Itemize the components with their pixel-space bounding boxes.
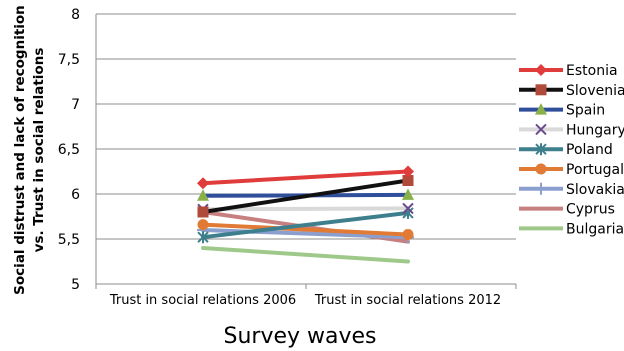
legend-item-cyprus: Cyprus bbox=[519, 202, 615, 218]
legend-marker bbox=[535, 84, 547, 96]
series-line bbox=[201, 178, 410, 214]
legend-label: Estonia bbox=[566, 63, 618, 79]
y-tick-label: 7 bbox=[71, 97, 80, 113]
x-category-labels: Trust in social relations 2006 Trust in s… bbox=[109, 293, 501, 308]
data-point bbox=[402, 188, 414, 200]
series-line bbox=[201, 206, 410, 212]
legend-label: Portugal bbox=[566, 162, 624, 178]
legend-label: Poland bbox=[566, 142, 613, 158]
legend-item-spain: Spain bbox=[519, 103, 605, 119]
legend-label: Spain bbox=[566, 103, 605, 119]
series-slovenia bbox=[197, 175, 414, 218]
data-point bbox=[402, 229, 414, 240]
series-line bbox=[201, 210, 410, 240]
y-tick-label: 6 bbox=[71, 187, 80, 203]
legend-item-portugal: Portugal bbox=[519, 162, 624, 178]
series-portugal bbox=[197, 219, 414, 240]
x-category-label: Trust in social relations 2006 bbox=[109, 293, 296, 308]
legend-item-estonia: Estonia bbox=[519, 63, 618, 79]
data-point bbox=[197, 219, 209, 231]
y-tick-label: 6,5 bbox=[58, 142, 80, 158]
legend: Estonia Slovenia Spain Hungary Poland Portuga… bbox=[519, 63, 624, 237]
legend-marker bbox=[535, 103, 547, 115]
series-line bbox=[201, 169, 410, 186]
legend-label: Slovakia bbox=[566, 182, 624, 198]
legend-label: Cyprus bbox=[566, 202, 615, 218]
data-point bbox=[402, 175, 414, 186]
legend-marker bbox=[535, 143, 547, 156]
y-tick-labels: 5 5,5 6 6,5 7 7,5 8 bbox=[58, 7, 80, 293]
series-poland bbox=[197, 206, 414, 244]
legend-label: Slovenia bbox=[566, 83, 624, 99]
series-bulgaria bbox=[201, 246, 410, 264]
y-tick-label: 5 bbox=[71, 277, 80, 293]
x-axis-label: Survey waves bbox=[223, 324, 376, 349]
data-point bbox=[197, 231, 209, 244]
legend-marker bbox=[535, 163, 547, 175]
legend-marker bbox=[535, 182, 547, 195]
series-estonia bbox=[197, 165, 414, 190]
series-line bbox=[201, 246, 410, 264]
series-lines bbox=[197, 165, 414, 264]
legend-marker bbox=[535, 64, 547, 76]
legend-item-bulgaria: Bulgaria bbox=[519, 221, 624, 237]
y-axis-label: Social distrust and lack of recognition v… bbox=[12, 5, 47, 295]
legend-label: Hungary bbox=[566, 122, 624, 138]
legend-item-slovenia: Slovenia bbox=[519, 83, 624, 99]
x-category-label: Trust in social relations 2012 bbox=[314, 293, 501, 308]
y-tick-label: 5,5 bbox=[58, 232, 80, 248]
series-line bbox=[201, 222, 410, 237]
data-point bbox=[402, 202, 414, 215]
y-tick-label: 8 bbox=[71, 7, 80, 23]
legend-item-poland: Poland bbox=[519, 142, 613, 158]
gridlines bbox=[95, 13, 517, 289]
legend-marker bbox=[535, 123, 547, 136]
data-point bbox=[402, 165, 414, 178]
legend-item-slovakia: Slovakia bbox=[519, 182, 624, 198]
legend-label: Bulgaria bbox=[566, 221, 624, 237]
data-point bbox=[197, 189, 209, 201]
data-point bbox=[197, 206, 209, 218]
legend-item-hungary: Hungary bbox=[519, 122, 624, 138]
data-point bbox=[197, 177, 209, 190]
y-tick-label: 7,5 bbox=[58, 52, 80, 68]
